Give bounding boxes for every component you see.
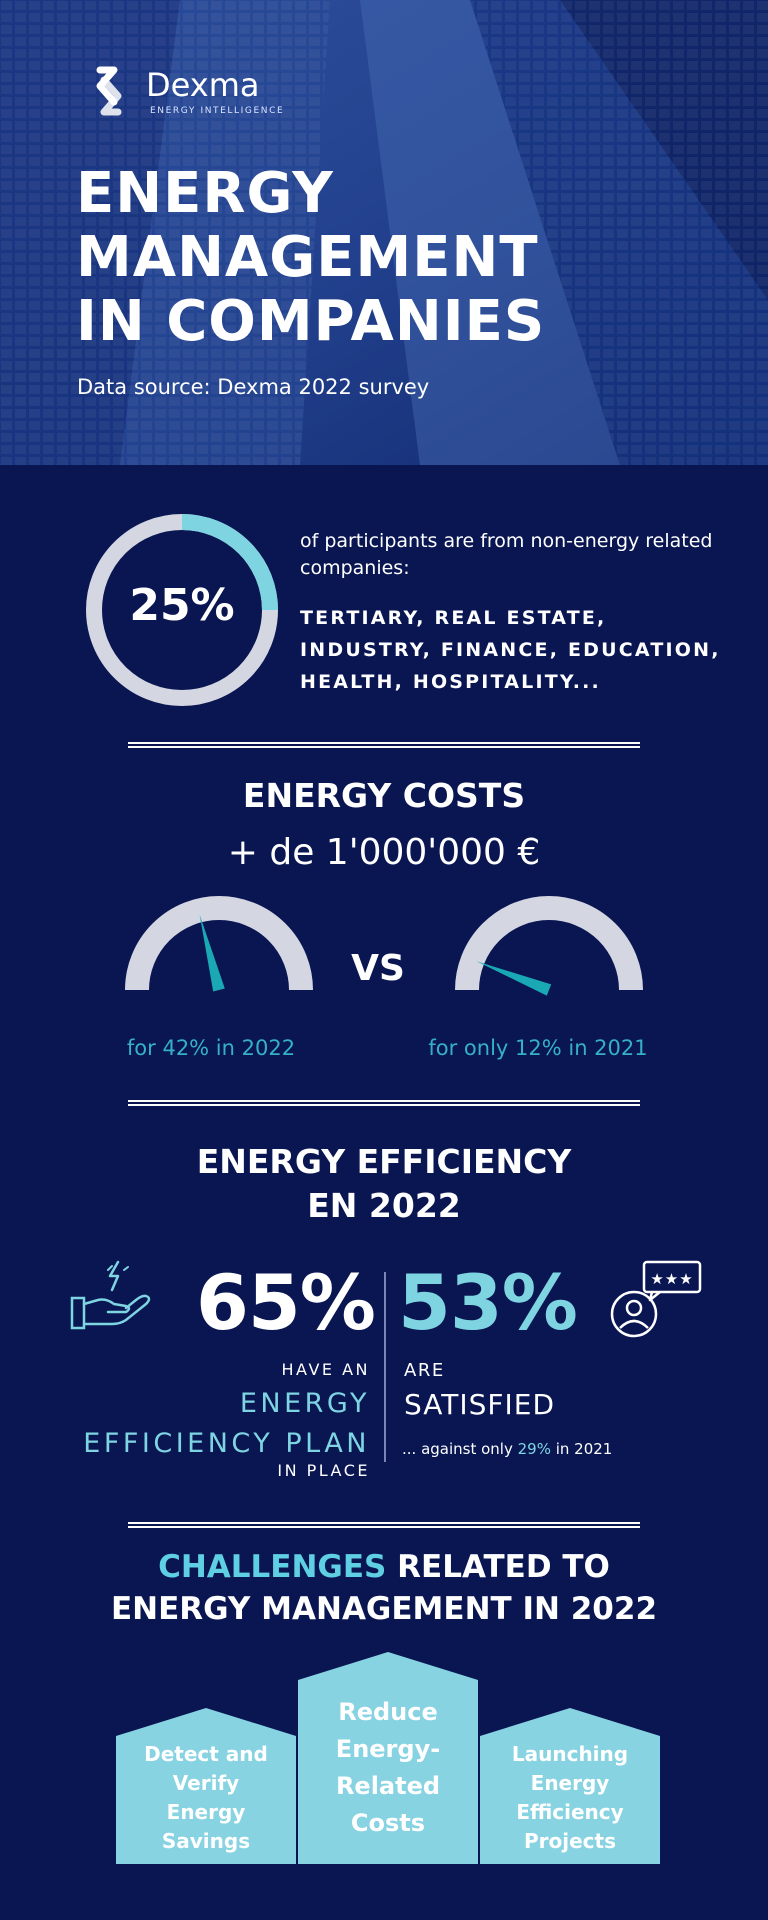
challenge-card-reduce-costs: Reduce Energy- Related Costs — [298, 1652, 478, 1864]
brand-tagline: ENERGY INTELLIGENCE — [150, 106, 285, 116]
skyscraper-background — [0, 0, 768, 465]
challenge-label-line: Detect and — [144, 1742, 268, 1766]
challenge-label-line: Savings — [161, 1829, 251, 1853]
hero-title: ENERGY MANAGEMENT IN COMPANIES — [76, 162, 545, 354]
gauge-2021 — [455, 896, 643, 996]
challenge-card-detect-verify: Detect and Verify Energy Savings — [116, 1708, 296, 1864]
vs-label: VS — [351, 948, 405, 989]
challenges-title-rest: RELATED TO — [386, 1549, 610, 1585]
efficiency-title-line: ENERGY EFFICIENCY — [196, 1142, 572, 1181]
energy-costs-amount: + de 1'000'000 € — [227, 832, 541, 873]
gauge-needle — [476, 961, 552, 996]
section-divider — [128, 1100, 640, 1106]
against-note: ... against only 29% in 2021 — [402, 1440, 612, 1458]
challenges-title: CHALLENGES RELATED TO ENERGY MANAGEMENT … — [0, 1546, 768, 1630]
hero-banner: Dexma ENERGY INTELLIGENCE ENERGY MANAGEM… — [0, 0, 768, 465]
challenge-label-line: Related — [335, 1772, 441, 1800]
challenge-label-line: Verify — [172, 1771, 240, 1795]
hero-title-line: IN COMPANIES — [76, 289, 546, 354]
challenges-title-line: ENERGY MANAGEMENT IN 2022 — [110, 1591, 658, 1627]
dexma-logo: Dexma ENERGY INTELLIGENCE — [80, 62, 284, 120]
efficiency-separator — [384, 1272, 386, 1462]
against-note-before: ... against only — [402, 1440, 518, 1458]
data-source: Data source: Dexma 2022 survey — [77, 375, 430, 399]
hand-lightning-icon — [70, 1260, 151, 1330]
challenge-label: Detect and Verify Energy Savings — [116, 1740, 296, 1856]
participants-description: of participants are from non-energy rela… — [300, 530, 713, 579]
challenge-label-line: Reduce — [338, 1698, 438, 1726]
participants-percent: 25% — [129, 580, 235, 631]
ring-progress — [181, 514, 278, 611]
svg-text:★★★: ★★★ — [650, 1270, 693, 1288]
user-rating-icon: ★★★ — [610, 1260, 702, 1338]
efficiency-plan-percent: 65% — [196, 1258, 376, 1347]
challenge-label-line: Energy — [166, 1800, 246, 1824]
section-divider — [128, 742, 640, 748]
against-note-after: in 2021 — [550, 1440, 613, 1458]
sectors-list: TERTIARY, REAL ESTATE, INDUSTRY, FINANCE… — [300, 602, 768, 698]
sectors-line: HEALTH, HOSPITALITY... — [300, 671, 601, 693]
dexma-logo-icon — [96, 66, 122, 116]
efficiency-plan-line: ENERGY — [239, 1388, 370, 1419]
are-label: ARE — [404, 1360, 445, 1381]
satisfied-label: SATISFIED — [404, 1388, 556, 1421]
in-place-label: IN PLACE — [277, 1461, 370, 1480]
gauge-track — [455, 896, 643, 991]
challenge-label-line: Projects — [523, 1829, 616, 1853]
challenge-label-line: Energy- — [335, 1735, 441, 1763]
house-shape — [298, 1652, 478, 1864]
have-an-label: HAVE AN — [281, 1360, 370, 1379]
hero-title-line: MANAGEMENT — [76, 225, 539, 290]
efficiency-plan-highlight: ENERGY EFFICIENCY PLAN — [40, 1384, 370, 1464]
house-shape — [116, 1708, 296, 1864]
house-shape — [480, 1708, 660, 1864]
gauge-track — [125, 896, 313, 991]
sectors-line: INDUSTRY, FINANCE, EDUCATION, — [300, 639, 721, 661]
challenge-label-line: Launching — [511, 1742, 629, 1766]
hero-title-line: ENERGY — [76, 161, 334, 226]
sectors-line: TERTIARY, REAL ESTATE, — [300, 607, 607, 629]
challenge-label: Launching Energy Efficiency Projects — [480, 1740, 660, 1856]
challenge-label-line: Efficiency — [516, 1800, 624, 1824]
challenge-label-line: Costs — [350, 1809, 426, 1837]
efficiency-title-line: EN 2022 — [307, 1186, 461, 1225]
against-note-percent: 29% — [517, 1440, 551, 1458]
section-divider — [128, 1522, 640, 1528]
challenges-title-highlight: CHALLENGES — [158, 1549, 387, 1585]
challenge-card-launch-projects: Launching Energy Efficiency Projects — [480, 1708, 660, 1864]
gauge-2022 — [125, 896, 313, 992]
challenge-label-line: Energy — [530, 1771, 610, 1795]
efficiency-title: ENERGY EFFICIENCY EN 2022 — [0, 1140, 768, 1228]
satisfied-percent: 53% — [398, 1258, 578, 1347]
challenge-label: Reduce Energy- Related Costs — [298, 1694, 478, 1842]
gauge-caption-2021: for only 12% in 2021 — [428, 1036, 648, 1060]
gauge-needle — [199, 914, 225, 992]
energy-costs-title: ENERGY COSTS — [242, 776, 526, 815]
brand-name: Dexma — [146, 66, 260, 104]
efficiency-plan-line: EFFICIENCY PLAN — [83, 1428, 370, 1459]
participants-ring-chart — [86, 514, 278, 706]
gauge-caption-2022: for 42% in 2022 — [126, 1036, 296, 1060]
